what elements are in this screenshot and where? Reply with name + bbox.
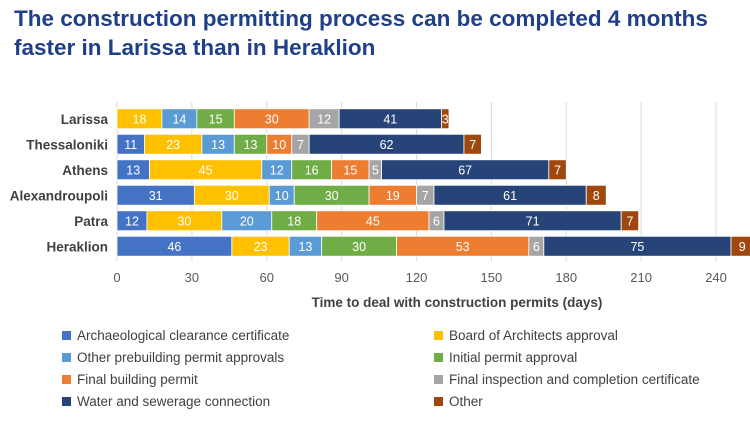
data-label: 8 (593, 189, 600, 203)
data-label: 41 (383, 112, 397, 126)
legend-swatch (62, 353, 71, 362)
legend-label: Other prebuilding permit approvals (77, 350, 285, 365)
legend-item: Water and sewerage connection (62, 394, 270, 409)
category-labels: Larissa Thessaloniki Athens Alexandroupoli P… (10, 112, 109, 255)
legend-label: Final inspection and completion certific… (449, 372, 700, 387)
data-label: 13 (211, 138, 225, 152)
data-label: 30 (352, 240, 366, 254)
data-label: 46 (167, 240, 181, 254)
x-tick-label: 30 (185, 270, 199, 285)
data-label: 7 (469, 138, 476, 152)
data-label: 23 (166, 138, 180, 152)
data-label: 13 (298, 240, 312, 254)
x-tick-label: 150 (481, 270, 503, 285)
data-label: 30 (265, 112, 279, 126)
bar-chart: 18 14 15 30 12 41 311 23 13 13 10 7 62 713 45 12 16 15 5 67… (10, 102, 750, 310)
data-label: 10 (275, 189, 289, 203)
legend-swatch (62, 375, 71, 384)
data-label: 13 (126, 163, 140, 177)
legend-swatch (434, 375, 443, 384)
data-label: 3 (442, 112, 449, 126)
x-tick-label: 120 (406, 270, 428, 285)
data-label: 75 (630, 240, 644, 254)
legend-item: Board of Architects approval (434, 328, 618, 343)
data-label: 7 (554, 163, 561, 177)
category-label: Alexandroupoli (10, 188, 108, 203)
data-label: 5 (372, 163, 379, 177)
data-label: 7 (422, 189, 429, 203)
data-label: 20 (240, 214, 254, 228)
legend-item: Final inspection and completion certific… (434, 372, 700, 387)
legend-item: Archaeological clearance certificate (62, 328, 289, 343)
data-label: 15 (209, 112, 223, 126)
bar-segment (730, 235, 750, 257)
data-label: 30 (325, 189, 339, 203)
data-label: 45 (199, 163, 213, 177)
legend-swatch (434, 397, 443, 406)
x-tick-label: 180 (555, 270, 577, 285)
bar-segment (548, 159, 567, 181)
x-axis-label: Time to deal with construction permits (… (312, 295, 603, 310)
x-tick-label: 210 (630, 270, 652, 285)
bar-segment (585, 184, 607, 206)
data-label: 18 (133, 112, 147, 126)
data-label: 16 (305, 163, 319, 177)
data-label: 6 (533, 240, 540, 254)
data-label: 18 (287, 214, 301, 228)
data-label: 67 (458, 163, 472, 177)
legend-item: Initial permit approval (434, 350, 577, 365)
legend-swatch (62, 397, 71, 406)
category-label: Heraklion (46, 239, 108, 254)
legend-item: Other (434, 394, 483, 409)
bar-segments: 18 14 15 30 12 41 311 23 13 13 10 7 62 713 45 12 16 15 5 67… (116, 108, 750, 257)
data-label: 13 (244, 138, 258, 152)
data-label: 53 (456, 240, 470, 254)
category-label: Patra (74, 214, 108, 229)
chart-title: The construction permitting process can … (14, 6, 708, 60)
data-label: 7 (626, 214, 633, 228)
data-label: 12 (125, 214, 139, 228)
data-label: 6 (433, 214, 440, 228)
legend-item: Final building permit (62, 372, 198, 387)
data-label: 10 (272, 138, 286, 152)
x-tick-labels: 0 30 60 90 120 150 180 210 240 (113, 270, 727, 285)
bar-segment (620, 210, 640, 232)
category-label: Athens (62, 163, 108, 178)
data-label: 45 (366, 214, 380, 228)
legend-label: Board of Architects approval (449, 328, 618, 343)
data-label: 7 (297, 138, 304, 152)
legend-label: Initial permit approval (449, 350, 578, 365)
data-label: 61 (503, 189, 517, 203)
data-label: 12 (317, 112, 331, 126)
data-label: 30 (225, 189, 239, 203)
data-label: 23 (254, 240, 268, 254)
x-tick-label: 60 (260, 270, 274, 285)
legend-swatch (434, 331, 443, 340)
legend-swatch (434, 353, 443, 362)
data-label: 14 (172, 112, 186, 126)
data-label: 71 (526, 214, 540, 228)
data-label: 11 (124, 138, 137, 152)
data-label: 12 (270, 163, 284, 177)
legend-swatch (62, 331, 71, 340)
data-label: 30 (177, 214, 191, 228)
data-label: 19 (386, 189, 400, 203)
x-tick-label: 0 (113, 270, 120, 285)
x-tick-label: 90 (334, 270, 348, 285)
bar-segment (441, 108, 450, 130)
legend-label: Other (449, 394, 483, 409)
bar-segment (463, 133, 482, 155)
legend-item: Other prebuilding permit approvals (62, 350, 284, 365)
legend-label: Water and sewerage connection (77, 394, 271, 409)
data-label: 62 (380, 138, 394, 152)
legend-label: Final building permit (77, 372, 198, 387)
data-label: 31 (149, 189, 163, 203)
category-label: Larissa (61, 112, 109, 127)
data-label: 15 (343, 163, 357, 177)
category-label: Thessaloniki (26, 137, 108, 152)
legend-label: Archaeological clearance certificate (77, 328, 290, 343)
data-label: 9 (739, 240, 746, 254)
x-tick-label: 240 (705, 270, 727, 285)
